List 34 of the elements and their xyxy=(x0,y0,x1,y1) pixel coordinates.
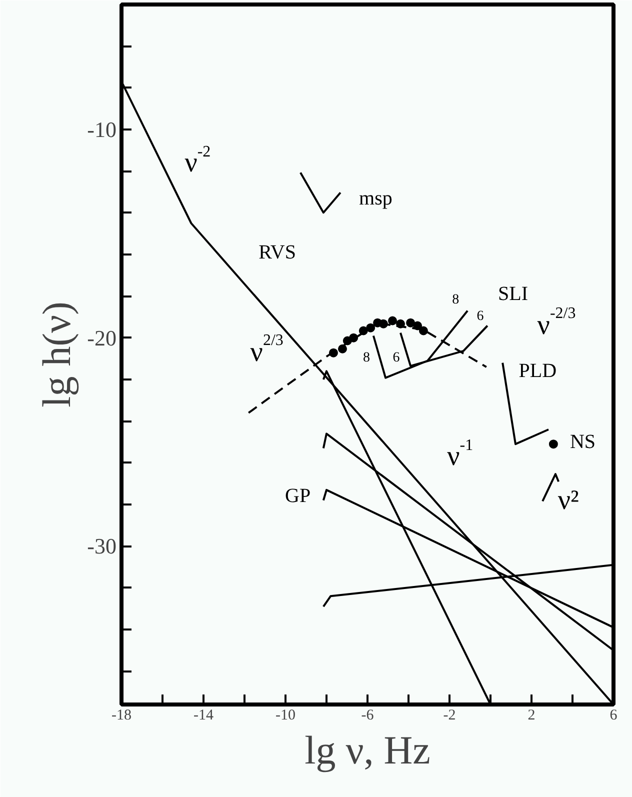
x-axis-title: lg ν, Hz xyxy=(304,728,430,772)
point xyxy=(338,344,347,354)
annotation: GP xyxy=(285,485,311,508)
y-tick-label: -30 xyxy=(87,534,116,559)
point xyxy=(413,321,422,330)
x-tick-label: -2 xyxy=(443,708,456,724)
x-tick-label: 6 xyxy=(610,708,618,724)
point xyxy=(358,326,368,336)
annotation: SLI xyxy=(498,283,528,306)
point xyxy=(548,440,558,449)
point xyxy=(418,326,428,336)
annotation: 8 xyxy=(362,350,370,366)
x-tick-label: -10 xyxy=(276,708,296,724)
x-tick-label: -6 xyxy=(361,708,374,724)
x-tick-label: 2 xyxy=(528,708,536,724)
annotation: ν² xyxy=(558,484,579,516)
point xyxy=(396,319,406,328)
y-tick-label: -10 xyxy=(87,117,116,142)
x-tick-label: -14 xyxy=(194,708,214,724)
point xyxy=(366,323,376,332)
annotation: msp xyxy=(359,187,392,210)
annotation: 6 xyxy=(476,308,484,324)
annotation: 6 xyxy=(392,350,400,366)
point xyxy=(328,348,338,358)
y-axis-title: lg h(ν) xyxy=(34,302,80,408)
x-tick-label: -18 xyxy=(112,708,132,724)
point xyxy=(406,318,416,328)
annotation: PLD xyxy=(518,360,557,382)
point xyxy=(388,316,398,326)
point xyxy=(349,333,358,342)
y-tick-label: -20 xyxy=(87,325,116,350)
annotation: NS xyxy=(570,431,596,453)
annotation: 8 xyxy=(452,292,460,308)
annotation: RVS xyxy=(258,241,296,264)
